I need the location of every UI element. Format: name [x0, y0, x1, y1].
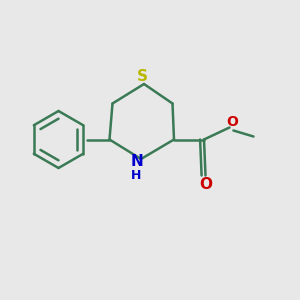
Text: S: S — [137, 69, 148, 84]
Text: N: N — [130, 154, 143, 169]
Text: O: O — [200, 177, 213, 192]
Text: O: O — [226, 116, 238, 129]
Text: H: H — [131, 169, 142, 182]
